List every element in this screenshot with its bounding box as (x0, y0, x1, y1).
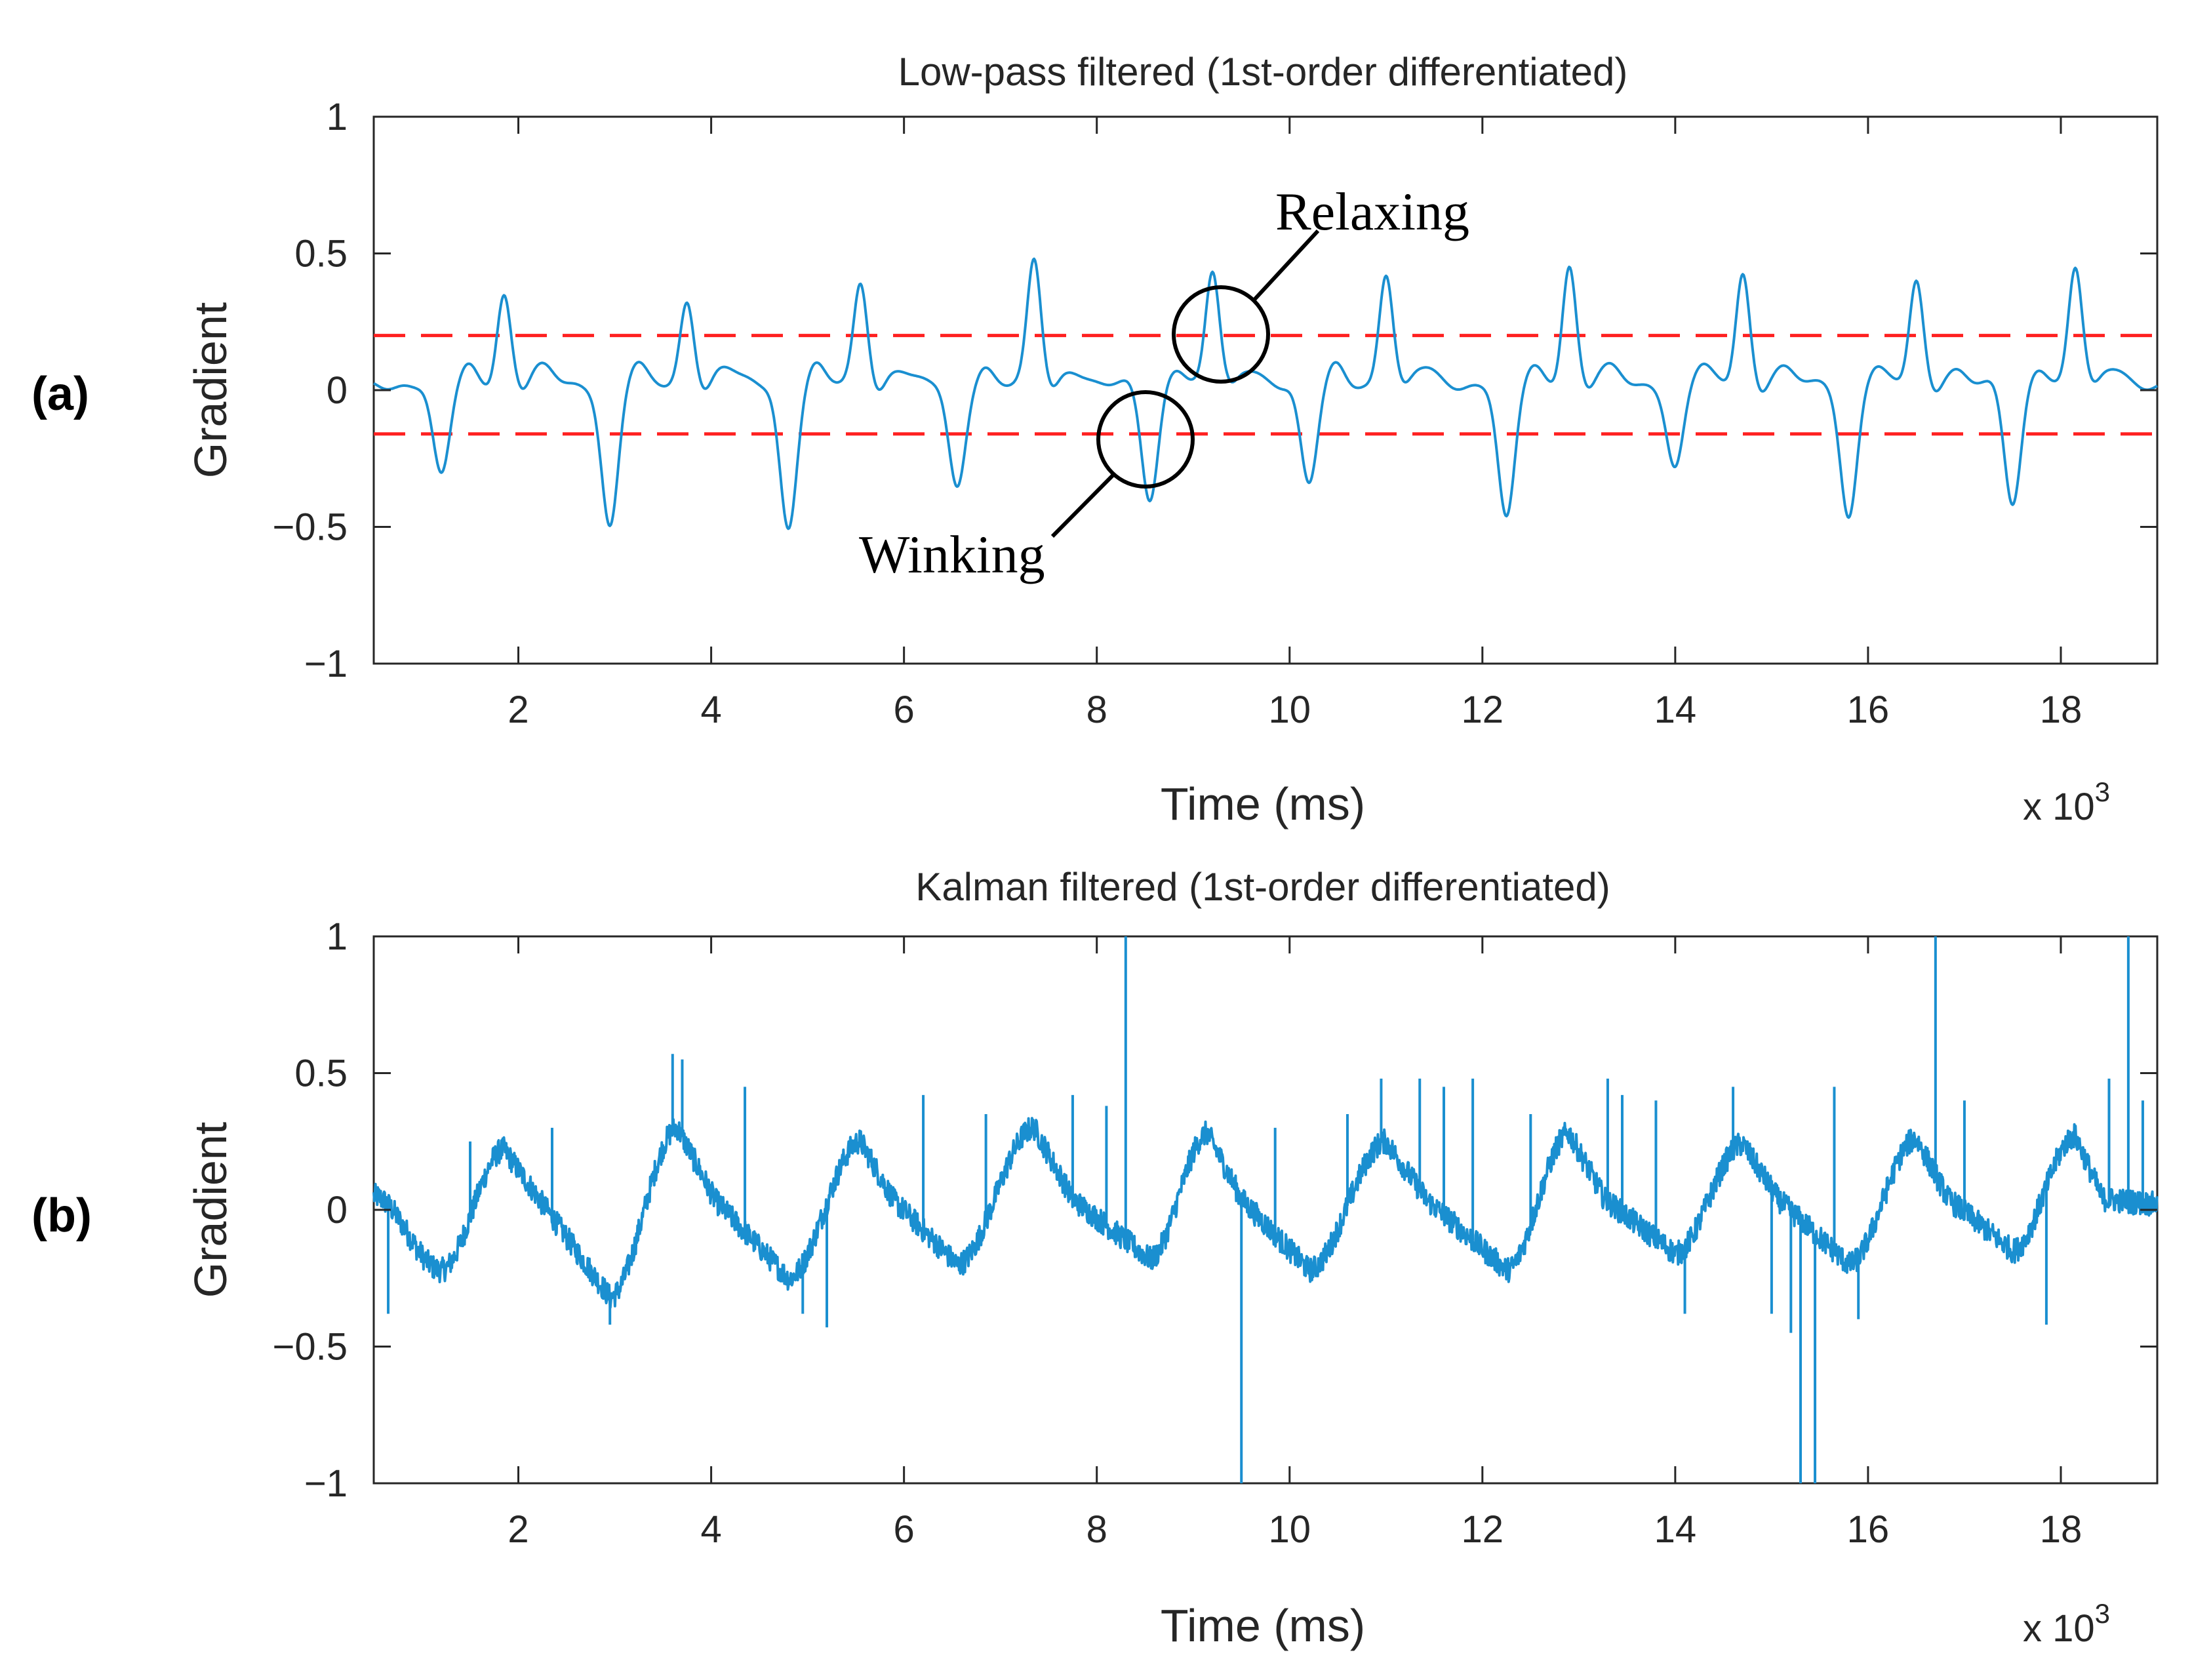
panel-b: (b) Kalman filtered (1st-order different… (31, 865, 2159, 1651)
panel-a-ytick-label: 1 (327, 96, 348, 138)
panel-b-xtick-label: 18 (2040, 1508, 2082, 1551)
panel-a-xtick-label: 14 (1654, 689, 1697, 731)
panel-b-ytick-label: 0.5 (294, 1052, 348, 1095)
panel-a-series-line (373, 257, 2158, 530)
panel-b-title: Kalman filtered (1st-order differentiate… (915, 865, 1610, 909)
panel-a-ytick-label: −0.5 (273, 506, 348, 549)
panel-b-xticks: 2 4 6 8 10 12 14 16 18 (508, 936, 2082, 1551)
panel-a-xtick-label: 16 (1847, 689, 1890, 731)
panel-b-series (372, 936, 2159, 1483)
panel-b-ylabel: Gradient (185, 1122, 236, 1298)
panel-b-yticks: −1 −0.5 0 0.5 1 (273, 915, 2157, 1505)
panel-b-x-exponent: x 103 (2023, 1598, 2110, 1650)
panel-a-xticks: 2 4 6 8 10 12 14 16 18 (508, 117, 2082, 731)
panel-b-xtick-label: 6 (894, 1508, 915, 1551)
panel-a-label: (a) (31, 368, 89, 420)
panel-a-ytick-label: 0 (327, 369, 348, 412)
relaxing-circle (1172, 285, 1270, 384)
panel-a-title: Low-pass filtered (1st-order differentia… (898, 50, 1628, 94)
panel-a-series (373, 257, 2158, 530)
panel-a-x-exponent: x 103 (2023, 776, 2110, 828)
panel-b-ytick-label: 0 (327, 1189, 348, 1231)
panel-a-xtick-label: 12 (1462, 689, 1504, 731)
panel-b-xtick-label: 12 (1462, 1508, 1504, 1551)
panel-a-xtick-label: 18 (2040, 689, 2082, 731)
panel-a-xtick-label: 8 (1086, 689, 1107, 731)
panel-b-ytick-label: −1 (304, 1462, 348, 1505)
panel-a-xtick-label: 4 (700, 689, 721, 731)
panel-b-xtick-label: 10 (1268, 1508, 1311, 1551)
panel-b-xtick-label: 8 (1086, 1508, 1107, 1551)
panel-b-xtick-label: 14 (1654, 1508, 1697, 1551)
relaxing-pointer-line (1252, 229, 1320, 302)
winking-label: Winking (859, 525, 1045, 584)
panel-a-yticks: −1 −0.5 0 0.5 1 (273, 96, 2157, 685)
panel-b-xtick-label: 16 (1847, 1508, 1890, 1551)
panel-b-ytick-label: −0.5 (273, 1326, 348, 1369)
panel-a-ylabel: Gradient (185, 302, 236, 478)
panel-a-ytick-label: 0.5 (294, 233, 348, 275)
panel-a-xtick-label: 10 (1268, 689, 1311, 731)
panel-b-ytick-label: 1 (327, 915, 348, 958)
panel-b-xtick-label: 2 (508, 1508, 528, 1551)
panel-b-series-line (372, 1117, 2159, 1309)
panel-a: (a) Low-pass filtered (1st-order differe… (31, 50, 2159, 830)
relaxing-label: Relaxing (1275, 182, 1469, 241)
panel-b-label: (b) (31, 1190, 92, 1242)
winking-annotation: Winking (859, 390, 1195, 584)
winking-pointer-line (1050, 471, 1117, 538)
panel-a-xlabel: Time (ms) (1161, 778, 1365, 830)
panel-a-xtick-label: 2 (508, 689, 528, 731)
winking-circle (1096, 390, 1195, 489)
panel-a-xtick-label: 6 (894, 689, 915, 731)
panel-b-xtick-label: 4 (700, 1508, 721, 1551)
relaxing-annotation: Relaxing (1172, 182, 1469, 384)
panel-b-xlabel: Time (ms) (1161, 1600, 1365, 1651)
panel-a-ytick-label: −1 (304, 643, 348, 685)
